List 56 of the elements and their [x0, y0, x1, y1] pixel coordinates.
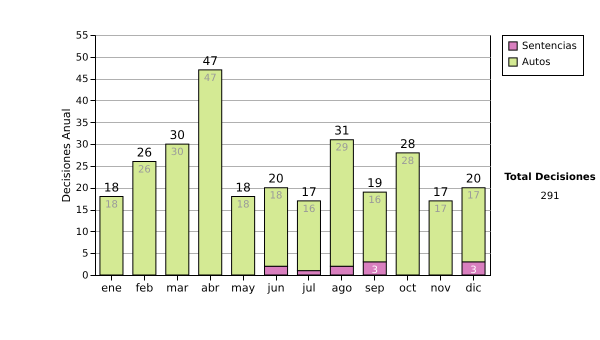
x-tick-label: oct [399, 282, 417, 294]
y-tick-label: 35 [76, 118, 88, 129]
data-label: 18 [105, 199, 118, 210]
data-label: 26 [138, 164, 151, 176]
x-tick-label: mar [166, 282, 189, 294]
y-tick-label: 45 [76, 74, 88, 86]
y-axis-title: Decisiones Anual [60, 108, 73, 203]
x-tick-label: jun [266, 282, 285, 294]
total-label: 31 [334, 124, 350, 138]
x-tick-label: nov [430, 282, 452, 294]
x-tick-label: sep [365, 282, 385, 294]
y-tick-label: 25 [76, 161, 88, 172]
data-label: 29 [336, 142, 348, 154]
total-label: 17 [301, 184, 317, 199]
y-tick-label: 30 [76, 140, 88, 151]
data-label: 18 [236, 199, 250, 210]
y-tick-label: 50 [76, 52, 88, 64]
total-label: 20 [466, 172, 482, 186]
total-label: 17 [432, 184, 448, 199]
data-label: 16 [368, 195, 382, 206]
data-label: 47 [204, 72, 217, 84]
total-label: 18 [235, 180, 251, 194]
data-label: 17 [467, 190, 480, 202]
total-label: 47 [202, 54, 218, 68]
data-label: 18 [270, 190, 282, 202]
y-tick-label: 40 [76, 96, 88, 107]
y-tick-label: 5 [82, 248, 88, 260]
total-label: 18 [104, 180, 120, 194]
total-label: 20 [268, 172, 284, 186]
total-label: 19 [367, 176, 382, 190]
y-tick-label: 55 [76, 30, 88, 42]
text: 291 [539, 191, 561, 202]
text: Total Decisiones [503, 172, 597, 183]
x-tick-label: abr [201, 282, 220, 294]
total-label: 26 [136, 146, 152, 160]
y-tick-label: 20 [76, 183, 88, 194]
data-label: 3 [372, 264, 378, 276]
x-tick-label: feb [136, 282, 154, 294]
data-label: 28 [401, 156, 414, 167]
x-tick-label: jul [301, 282, 316, 294]
data-label: 3 [470, 264, 477, 276]
x-tick-label: ago [332, 282, 352, 294]
total-label: 28 [400, 136, 416, 151]
y-tick-label: 0 [82, 270, 88, 282]
y-tick-label: 15 [76, 205, 88, 216]
legend-label: Autos [522, 57, 550, 68]
x-tick-label: may [231, 282, 256, 294]
y-tick-label: 10 [76, 226, 88, 238]
total-label: 30 [170, 128, 185, 142]
data-label: 30 [170, 147, 184, 158]
x-tick-label: dic [465, 282, 482, 294]
data-label: 17 [434, 204, 447, 215]
bar [296, 200, 321, 272]
data-label: 16 [302, 204, 316, 215]
legend-label: Sentencias [522, 41, 577, 52]
x-tick-label: ene [101, 282, 122, 294]
